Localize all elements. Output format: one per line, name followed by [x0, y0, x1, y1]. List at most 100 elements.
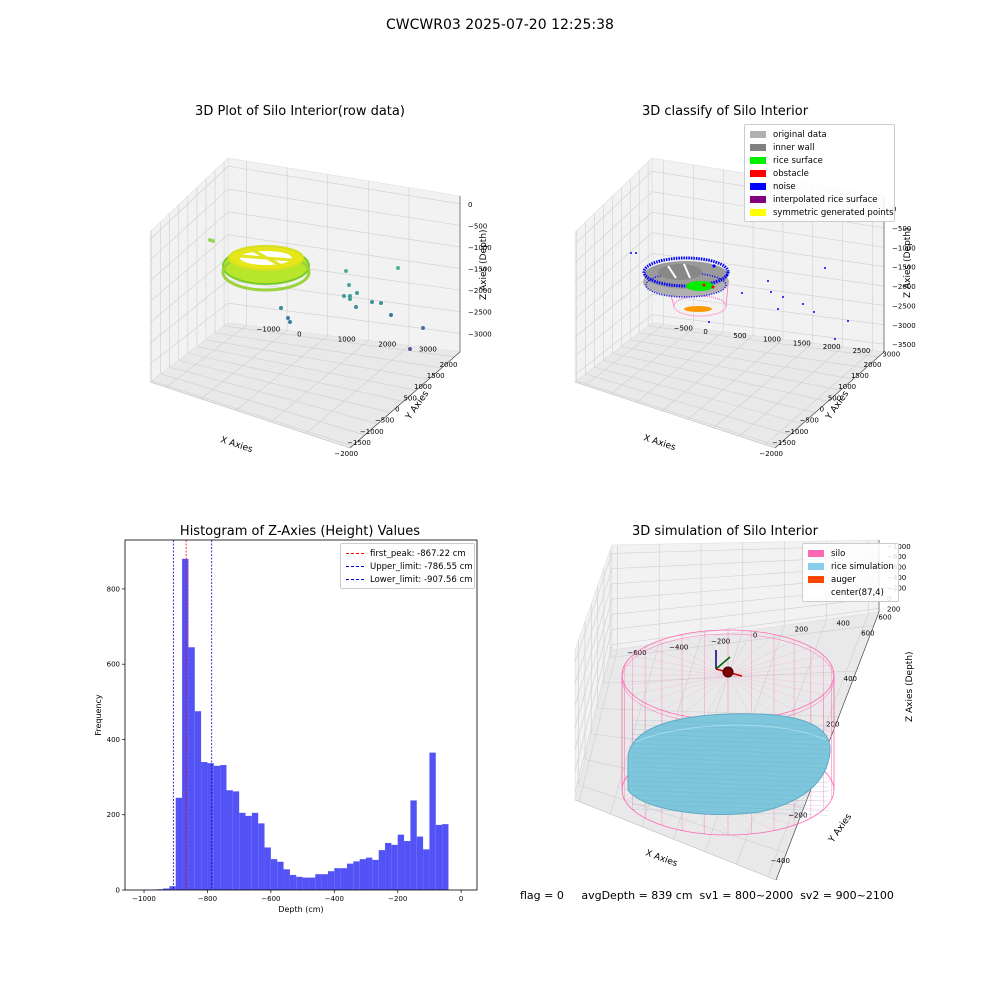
p2-ytick: 1000: [763, 336, 781, 344]
p1-ztick: −500: [468, 222, 487, 230]
histogram-bar: [277, 861, 284, 890]
histogram-bar: [220, 765, 227, 890]
p1-xtick: −2000: [334, 450, 358, 458]
histogram-bar: [245, 815, 252, 890]
p1-ztick: −2000: [468, 287, 492, 295]
plot2-noise-point: [767, 280, 769, 282]
p1-left-pane: [149, 157, 229, 383]
plot4-legend-entry: center(87,4): [808, 586, 892, 599]
histogram-bar: [391, 844, 398, 890]
histogram-bar: [182, 558, 189, 890]
plot1-title: 3D Plot of Silo Interior(row data): [195, 104, 405, 119]
p2-xtick: 1000: [838, 383, 856, 391]
legend-label: noise: [773, 181, 796, 192]
legend-color-swatch: [808, 589, 824, 596]
histogram-bar: [194, 711, 202, 890]
plot1-point: [342, 294, 346, 298]
plot4-legend-entry: auger: [808, 573, 892, 586]
histogram-bar: [264, 847, 271, 890]
plot2-noise-point: [824, 267, 826, 269]
legend-color-swatch: [808, 576, 824, 583]
histogram-bar: [239, 812, 246, 890]
p2-ytick: 1500: [793, 339, 811, 347]
plot4-title: 3D simulation of Silo Interior: [632, 524, 818, 539]
plot2-legend-entry: original data: [750, 128, 888, 141]
histogram-ytick: 800: [107, 585, 120, 593]
plot4-xlabel: X Axies: [644, 848, 679, 869]
legend-line-swatch: [346, 566, 364, 567]
histogram-bar: [410, 800, 417, 890]
histogram-xtick: −400: [325, 895, 344, 903]
p2-ztick: −1500: [892, 264, 916, 272]
p4-xtick: −200: [788, 812, 807, 820]
histogram-legend-entry: first_peak: -867.22 cm: [346, 547, 468, 560]
plot2-legend-entry: obstacle: [750, 167, 888, 180]
p1-xtick: 0: [395, 405, 399, 413]
plot2-noise-point: [782, 296, 784, 298]
histogram-bar: [163, 888, 170, 890]
plot4-zlabel: Z Axies (Depth): [905, 651, 915, 722]
p2-left-pane: [574, 157, 653, 383]
legend-color-swatch: [750, 209, 766, 216]
p2-floor-pane: [574, 322, 885, 449]
histogram-bar: [156, 889, 164, 890]
histogram-bar: [207, 763, 214, 890]
histogram-xtick: −200: [388, 895, 407, 903]
plot2-classified-points: [642, 256, 730, 317]
plot2-noise-point: [834, 338, 836, 340]
plot2-noise-point: [813, 311, 815, 313]
legend-color-swatch: [750, 170, 766, 177]
p4-xtick: 400: [844, 675, 857, 683]
histogram-bar: [353, 861, 360, 890]
plot1-point: [347, 283, 351, 287]
plot2-legend-entry: noise: [750, 180, 888, 193]
histogram-bar: [442, 824, 449, 890]
p1-xtick: −1000: [360, 428, 384, 436]
plot1-point: [211, 239, 215, 243]
plot2-xlabel: X Axies: [642, 433, 677, 453]
histogram-legend-entry: Upper_limit: -786.55 cm: [346, 560, 473, 573]
histogram-bar: [429, 752, 436, 890]
legend-label: Lower_limit: -907.56 cm: [370, 574, 473, 585]
histogram-xtick: −600: [261, 895, 280, 903]
p4-floor-pane: [574, 611, 880, 881]
plot2-noise-point: [847, 320, 849, 322]
histogram-bar: [397, 834, 405, 890]
p1-ytick: −1000: [257, 325, 281, 333]
histogram-xtick: −1000: [132, 895, 156, 903]
plot1-ylabel: Y Axies: [404, 389, 432, 422]
plot2-ylabel: Y Axies: [824, 389, 852, 422]
legend-color-swatch: [750, 196, 766, 203]
legend-label: rice surface: [773, 155, 823, 166]
histogram-ylabel: Frequency: [94, 694, 103, 736]
plot2-noise-point: [777, 308, 779, 310]
legend-line-swatch: [346, 579, 364, 580]
histogram-bar: [308, 877, 316, 890]
p4-ytick: −400: [669, 643, 688, 651]
p4-xtick: 200: [826, 721, 839, 729]
plot1-point: [389, 313, 393, 317]
plot2-legend-entry: interpolated rice surface: [750, 193, 888, 206]
p1-xtick: −500: [375, 417, 394, 425]
p4-ytick: −600: [627, 649, 646, 657]
status-footer: flag = 0 avgDepth = 839 cm sv1 = 800~200…: [520, 889, 894, 902]
plot4-silo-wireframe: [621, 629, 835, 836]
plot4-auger: [715, 650, 743, 678]
histogram-bar: [258, 823, 265, 890]
histogram-bar: [416, 836, 424, 890]
histogram-bar: [296, 876, 303, 890]
histogram-ytick: 0: [116, 887, 120, 895]
plot1-point: [421, 326, 425, 330]
p1-ztick: −2500: [468, 309, 492, 317]
legend-label: rice simulation: [831, 561, 894, 572]
histogram-bar: [366, 857, 373, 890]
p1-xtick: 2000: [440, 361, 458, 369]
histogram-xlabel: Depth (cm): [278, 905, 323, 914]
legend-color-swatch: [750, 144, 766, 151]
plot1-point: [288, 320, 292, 324]
plot1-point: [344, 269, 348, 273]
p1-floor-pane: [149, 322, 461, 449]
plot1-point: [286, 316, 290, 320]
p2-xtick: 2000: [864, 361, 882, 369]
legend-label: interpolated rice surface: [773, 194, 878, 205]
